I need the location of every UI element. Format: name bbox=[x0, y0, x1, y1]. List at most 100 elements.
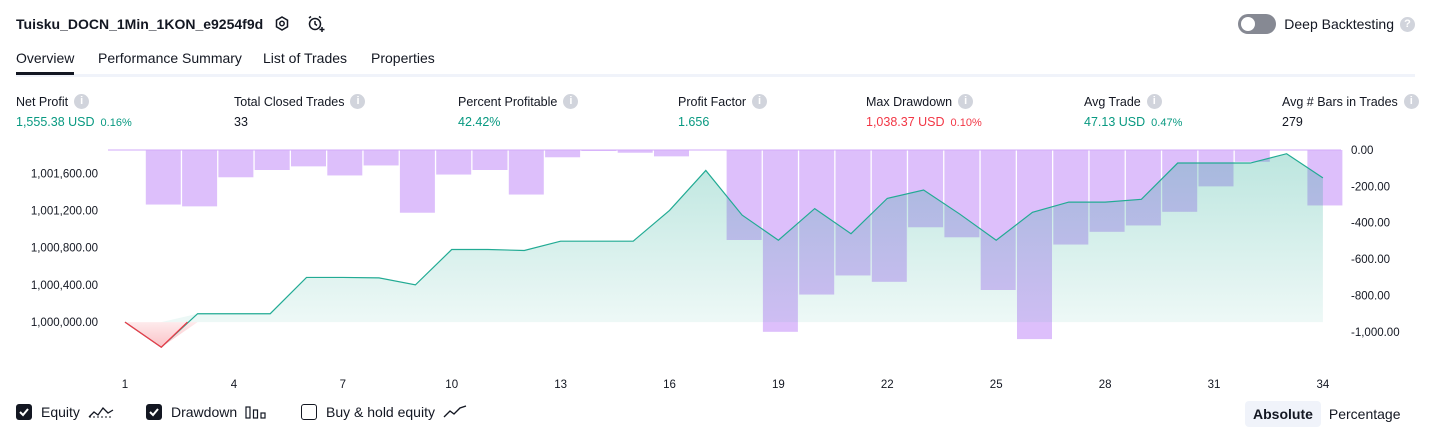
metric-total-closed-trades: Total Closed Trades i 33 bbox=[234, 94, 366, 129]
metric-sub: 0.16% bbox=[100, 117, 132, 129]
metric-value: 47.13 USD bbox=[1084, 115, 1146, 129]
equity-line bbox=[124, 153, 1324, 348]
left-axis-tick: 1,000,400.00 bbox=[31, 280, 98, 292]
legend-equity[interactable]: Equity bbox=[16, 404, 114, 420]
info-icon[interactable]: i bbox=[1403, 94, 1419, 109]
buy-hold-checkbox[interactable] bbox=[301, 404, 317, 420]
info-icon[interactable]: i bbox=[752, 94, 768, 109]
drawdown-bar bbox=[218, 150, 254, 178]
toggle-knob bbox=[1241, 17, 1256, 31]
absolute-button[interactable]: Absolute bbox=[1245, 401, 1321, 427]
metric-label: Net Profit bbox=[16, 94, 69, 109]
view-mode-switch: Absolute Percentage bbox=[1245, 401, 1409, 427]
tab-properties[interactable]: Properties bbox=[371, 50, 435, 66]
x-axis-tick: 16 bbox=[663, 379, 676, 391]
metric-net-profit: Net Profit i 1,555.38 USD 0.16% bbox=[16, 94, 132, 129]
legend-label: Drawdown bbox=[171, 404, 238, 420]
drawdown-bar bbox=[617, 150, 653, 153]
right-axis-tick: 0.00 bbox=[1351, 145, 1373, 157]
deep-backtesting: Deep Backtesting ? bbox=[1238, 14, 1415, 34]
drawdown-bars-icon bbox=[245, 406, 266, 419]
drawdown-bar bbox=[654, 150, 689, 157]
metric-percent-profitable: Percent Profitable i 42.42% bbox=[458, 94, 579, 129]
metric-sub: 0.10% bbox=[950, 117, 982, 129]
right-axis-tick: -400.00 bbox=[1351, 218, 1390, 230]
metric-profit-factor: Profit Factor i 1.656 bbox=[678, 94, 768, 129]
x-axis: 1 4 7 10 13 16 19 22 25 28 31 34 bbox=[122, 379, 1330, 391]
deep-backtesting-toggle[interactable] bbox=[1238, 14, 1277, 34]
x-axis-tick: 10 bbox=[445, 379, 458, 391]
drawdown-bar bbox=[254, 150, 290, 170]
equity-line-negative bbox=[124, 321, 188, 348]
right-axis-tick: -600.00 bbox=[1351, 254, 1390, 266]
metric-value: 279 bbox=[1282, 115, 1303, 129]
x-axis-tick: 31 bbox=[1208, 379, 1221, 391]
metric-value: 33 bbox=[234, 115, 248, 129]
equity-series bbox=[124, 153, 1324, 348]
drawdown-bar bbox=[145, 150, 181, 205]
legend-label: Buy & hold equity bbox=[326, 404, 435, 420]
metric-label: Avg Trade bbox=[1084, 94, 1141, 109]
legend-label: Equity bbox=[41, 404, 80, 420]
drawdown-bar bbox=[399, 150, 435, 213]
left-axis-tick: 1,001,200.00 bbox=[31, 205, 98, 217]
equity-line-icon bbox=[88, 406, 114, 418]
metric-label: Percent Profitable bbox=[458, 94, 558, 109]
drawdown-bar bbox=[327, 150, 363, 176]
settings-icon[interactable] bbox=[272, 14, 292, 34]
equity-drawdown-chart: 1,000,000.00 1,000,400.00 1,000,800.00 1,00… bbox=[31, 145, 1400, 391]
info-icon[interactable]: i bbox=[350, 94, 366, 109]
x-axis-tick: 25 bbox=[990, 379, 1003, 391]
help-icon[interactable]: ? bbox=[1400, 16, 1415, 32]
tab-performance-summary[interactable]: Performance Summary bbox=[98, 50, 242, 66]
left-axis-tick: 1,000,000.00 bbox=[31, 317, 98, 329]
buy-hold-line-icon bbox=[443, 405, 467, 418]
drawdown-bar bbox=[545, 150, 581, 158]
tab-bar: Overview Performance Summary List of Tra… bbox=[16, 48, 1415, 77]
equity-checkbox[interactable] bbox=[16, 404, 32, 420]
drawdown-bar bbox=[363, 150, 399, 166]
drawdown-bar bbox=[436, 150, 472, 175]
tab-list-of-trades[interactable]: List of Trades bbox=[263, 50, 348, 66]
left-axis: 1,000,000.00 1,000,400.00 1,000,800.00 1,00… bbox=[31, 168, 98, 329]
metric-label: Max Drawdown bbox=[866, 94, 953, 109]
x-axis-tick: 19 bbox=[772, 379, 785, 391]
info-icon[interactable]: i bbox=[563, 94, 579, 109]
x-axis-tick: 7 bbox=[340, 379, 346, 391]
legend-buy-hold-equity[interactable]: Buy & hold equity bbox=[301, 404, 467, 420]
metric-avg-trade: Avg Trade i 47.13 USD 0.47% bbox=[1084, 94, 1182, 129]
drawdown-checkbox[interactable] bbox=[146, 404, 162, 420]
left-axis-tick: 1,000,800.00 bbox=[31, 243, 98, 255]
equity-area bbox=[125, 153, 1323, 323]
info-icon[interactable]: i bbox=[74, 94, 90, 109]
metric-label: Avg # Bars in Trades bbox=[1282, 94, 1398, 109]
left-axis-tick: 1,001,600.00 bbox=[31, 168, 98, 180]
drawdown-bar bbox=[291, 150, 326, 167]
x-axis-tick: 4 bbox=[231, 379, 238, 391]
x-axis-tick: 22 bbox=[881, 379, 894, 391]
info-icon[interactable]: i bbox=[1146, 94, 1162, 109]
percentage-button[interactable]: Percentage bbox=[1328, 406, 1401, 422]
drawdown-bar bbox=[508, 150, 544, 195]
drawdown-bar bbox=[182, 150, 218, 207]
legend-drawdown[interactable]: Drawdown bbox=[146, 404, 267, 420]
deep-backtesting-label: Deep Backtesting bbox=[1284, 16, 1394, 32]
drawdown-bar bbox=[1234, 150, 1270, 162]
info-icon[interactable]: i bbox=[958, 94, 974, 109]
metric-avg-bars-in-trades: Avg # Bars in Trades i 279 bbox=[1282, 94, 1419, 129]
metric-max-drawdown: Max Drawdown i 1,038.37 USD 0.10% bbox=[866, 94, 982, 129]
right-axis-tick: -1,000.00 bbox=[1351, 327, 1400, 339]
metric-label: Total Closed Trades bbox=[234, 94, 345, 109]
x-axis-tick: 28 bbox=[1099, 379, 1112, 391]
metric-value: 1.656 bbox=[678, 115, 710, 129]
metric-sub: 0.47% bbox=[1151, 117, 1183, 129]
add-alert-icon[interactable] bbox=[306, 14, 326, 34]
metric-label: Profit Factor bbox=[678, 94, 747, 109]
tab-overview[interactable]: Overview bbox=[16, 50, 75, 75]
strategy-header: Tuisku_DOCN_1Min_1KON_e9254f9d Deep Back… bbox=[16, 12, 1415, 36]
drawdown-bar bbox=[472, 150, 508, 170]
metric-value: 1,555.38 USD bbox=[16, 115, 95, 129]
right-axis-tick: -800.00 bbox=[1351, 290, 1390, 302]
drawdown-bar bbox=[581, 150, 617, 151]
x-axis-tick: 1 bbox=[122, 379, 128, 391]
